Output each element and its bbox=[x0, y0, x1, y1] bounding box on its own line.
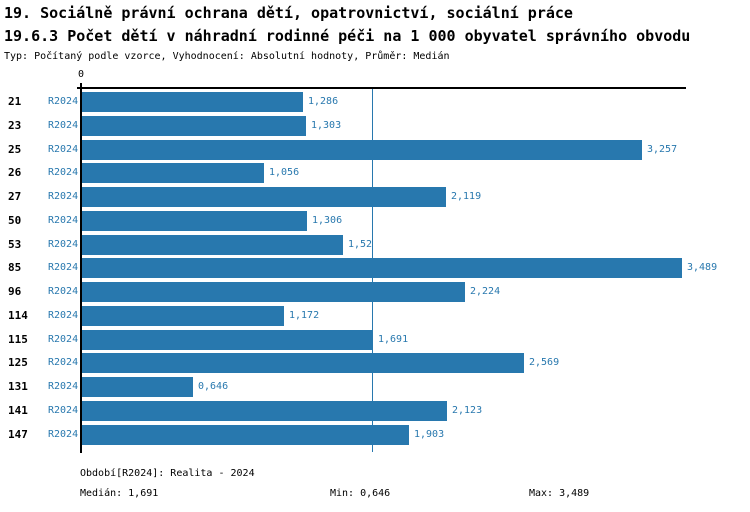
category-label: 115 bbox=[8, 333, 28, 346]
series-label: R2024 bbox=[48, 429, 79, 440]
series-label: R2024 bbox=[48, 310, 79, 321]
value-bar bbox=[82, 282, 465, 302]
value-bar bbox=[82, 401, 447, 421]
value-bar bbox=[82, 235, 343, 255]
x-axis-zero-label: 0 bbox=[77, 69, 85, 80]
series-label: R2024 bbox=[48, 381, 79, 392]
category-label: 50 bbox=[8, 214, 22, 227]
category-label: 27 bbox=[8, 190, 22, 203]
median-stat: Medián: 1,691 bbox=[80, 488, 159, 499]
value-label: 1,691 bbox=[378, 334, 409, 345]
value-bar bbox=[82, 258, 682, 278]
category-label: 131 bbox=[8, 380, 28, 393]
value-bar bbox=[82, 116, 306, 136]
value-label: 3,489 bbox=[687, 262, 718, 273]
chart-row: 125 R2024 2,569 bbox=[0, 353, 750, 373]
category-label: 53 bbox=[8, 238, 22, 251]
value-bar bbox=[82, 330, 373, 350]
category-label: 21 bbox=[8, 95, 22, 108]
category-label: 147 bbox=[8, 428, 28, 441]
series-label: R2024 bbox=[48, 286, 79, 297]
chart-row: 26 R2024 1,056 bbox=[0, 163, 750, 183]
value-bar bbox=[82, 353, 524, 373]
category-label: 85 bbox=[8, 261, 22, 274]
series-label: R2024 bbox=[48, 120, 79, 131]
max-stat: Max: 3,489 bbox=[529, 488, 590, 499]
indicator-meta: Typ: Počítaný podle vzorce, Vyhodnocení:… bbox=[4, 51, 450, 62]
series-label: R2024 bbox=[48, 215, 79, 226]
series-label: R2024 bbox=[48, 357, 79, 368]
value-label: 1,303 bbox=[311, 120, 342, 131]
series-label: R2024 bbox=[48, 262, 79, 273]
category-label: 26 bbox=[8, 166, 22, 179]
indicator-title: 19.6.3 Počet dětí v náhradní rodinné péč… bbox=[4, 27, 691, 45]
chart-row: 114 R2024 1,172 bbox=[0, 306, 750, 326]
value-bar bbox=[82, 140, 642, 160]
category-label: 114 bbox=[8, 309, 28, 322]
chart-row: 50 R2024 1,306 bbox=[0, 211, 750, 231]
chart-row: 23 R2024 1,303 bbox=[0, 116, 750, 136]
series-label: R2024 bbox=[48, 96, 79, 107]
value-bar bbox=[82, 425, 409, 445]
value-label: 1,286 bbox=[308, 96, 339, 107]
chart-row: 131 R2024 0,646 bbox=[0, 377, 750, 397]
category-label: 23 bbox=[8, 119, 22, 132]
category-label: 96 bbox=[8, 285, 22, 298]
value-label: 1,52 bbox=[348, 239, 373, 250]
x-axis-line bbox=[77, 87, 686, 89]
period-label: Období[R2024]: Realita - 2024 bbox=[80, 468, 255, 479]
value-bar bbox=[82, 377, 193, 397]
value-bar bbox=[82, 187, 446, 207]
value-bar bbox=[82, 306, 284, 326]
value-label: 1,903 bbox=[414, 429, 445, 440]
series-label: R2024 bbox=[48, 191, 79, 202]
chart-row: 27 R2024 2,119 bbox=[0, 187, 750, 207]
value-label: 1,172 bbox=[289, 310, 320, 321]
category-label: 141 bbox=[8, 404, 28, 417]
category-label: 125 bbox=[8, 356, 28, 369]
chart-row: 25 R2024 3,257 bbox=[0, 140, 750, 160]
chart-row: 141 R2024 2,123 bbox=[0, 401, 750, 421]
chart-row: 147 R2024 1,903 bbox=[0, 425, 750, 445]
value-bar bbox=[82, 92, 303, 112]
series-label: R2024 bbox=[48, 334, 79, 345]
value-label: 1,306 bbox=[312, 215, 343, 226]
value-bar bbox=[82, 163, 264, 183]
y-axis-line bbox=[80, 87, 82, 453]
value-label: 2,119 bbox=[451, 191, 482, 202]
value-label: 2,569 bbox=[529, 357, 560, 368]
series-label: R2024 bbox=[48, 144, 79, 155]
value-bar bbox=[82, 211, 307, 231]
chart-row: 85 R2024 3,489 bbox=[0, 258, 750, 278]
value-label: 3,257 bbox=[647, 144, 678, 155]
series-label: R2024 bbox=[48, 239, 79, 250]
chapter-title: 19. Sociálně právní ochrana dětí, opatro… bbox=[4, 4, 573, 22]
chart-row: 115 R2024 1,691 bbox=[0, 330, 750, 350]
value-label: 1,056 bbox=[269, 167, 300, 178]
category-label: 25 bbox=[8, 143, 22, 156]
min-stat: Min: 0,646 bbox=[330, 488, 391, 499]
series-label: R2024 bbox=[48, 167, 79, 178]
value-label: 2,123 bbox=[452, 405, 483, 416]
value-label: 0,646 bbox=[198, 381, 229, 392]
series-label: R2024 bbox=[48, 405, 79, 416]
value-label: 2,224 bbox=[470, 286, 501, 297]
chart-row: 21 R2024 1,286 bbox=[0, 92, 750, 112]
chart-row: 53 R2024 1,52 bbox=[0, 235, 750, 255]
chart-row: 96 R2024 2,224 bbox=[0, 282, 750, 302]
